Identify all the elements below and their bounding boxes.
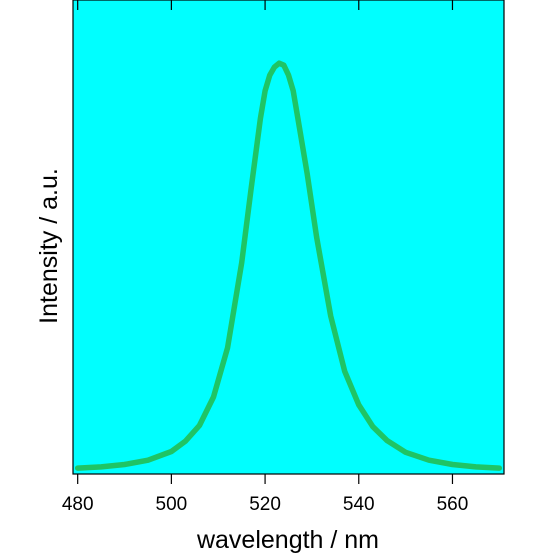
plot-frame: [72, 0, 505, 475]
x-tick-label: 540: [343, 494, 375, 515]
y-axis-label: Intensity / a.u.: [35, 168, 63, 324]
x-tick-label: 520: [249, 494, 281, 515]
series-line: [74, 60, 503, 471]
x-tick-label: 500: [156, 494, 188, 515]
x-tick-label: 480: [62, 494, 94, 515]
x-tick-label: 560: [437, 494, 469, 515]
x-axis-label: wavelength / nm: [196, 526, 379, 554]
